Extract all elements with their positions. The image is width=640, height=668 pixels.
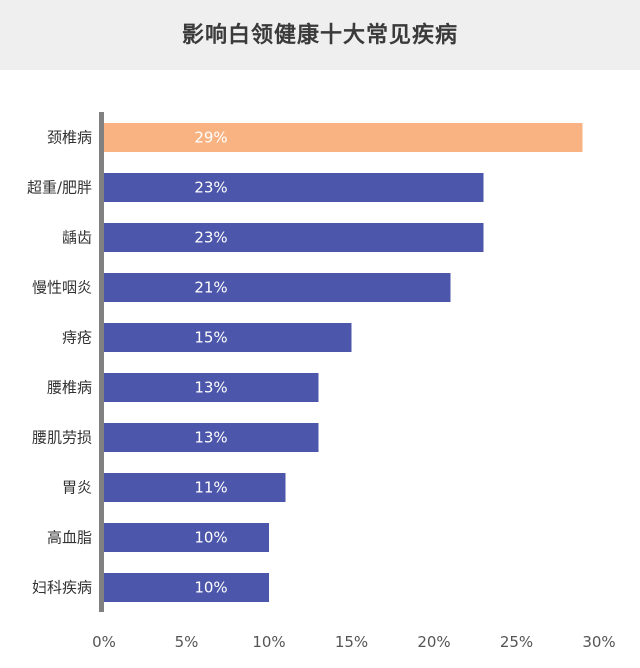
x-tick-label: 25% xyxy=(500,633,533,651)
x-tick-label: 20% xyxy=(417,633,450,651)
bar xyxy=(104,173,484,202)
chart-title: 影响白领健康十大常见疾病 xyxy=(181,23,458,48)
bar xyxy=(104,323,352,352)
data-label: 11% xyxy=(194,479,227,497)
data-label: 10% xyxy=(194,579,227,597)
data-label: 21% xyxy=(194,279,227,297)
category-label: 腰椎病 xyxy=(47,379,92,397)
category-label: 龋齿 xyxy=(62,229,92,247)
data-label: 13% xyxy=(194,429,227,447)
x-tick-label: 10% xyxy=(252,633,285,651)
data-label: 29% xyxy=(194,129,227,147)
title-band xyxy=(0,0,640,70)
category-label: 胃炎 xyxy=(62,479,92,497)
category-label: 腰肌劳损 xyxy=(32,429,92,447)
category-label: 颈椎病 xyxy=(47,129,92,147)
data-label: 10% xyxy=(194,529,227,547)
bar xyxy=(104,123,583,152)
category-label: 妇科疾病 xyxy=(32,579,92,597)
x-tick-label: 30% xyxy=(582,633,615,651)
x-tick-label: 5% xyxy=(175,633,199,651)
category-label: 高血脂 xyxy=(47,529,92,547)
x-tick-label: 15% xyxy=(335,633,368,651)
data-label: 15% xyxy=(194,329,227,347)
category-label: 痔疮 xyxy=(62,329,92,347)
data-label: 13% xyxy=(194,379,227,397)
bar xyxy=(104,423,319,452)
bar xyxy=(104,223,484,252)
bar xyxy=(104,573,269,602)
data-label: 23% xyxy=(194,179,227,197)
category-label: 超重/肥胖 xyxy=(27,179,92,197)
bar xyxy=(104,523,269,552)
bar xyxy=(104,373,319,402)
y-axis-line xyxy=(99,112,104,612)
bar xyxy=(104,473,286,502)
bar xyxy=(104,273,451,302)
category-label: 慢性咽炎 xyxy=(32,279,92,297)
x-tick-label: 0% xyxy=(92,633,116,651)
data-label: 23% xyxy=(194,229,227,247)
